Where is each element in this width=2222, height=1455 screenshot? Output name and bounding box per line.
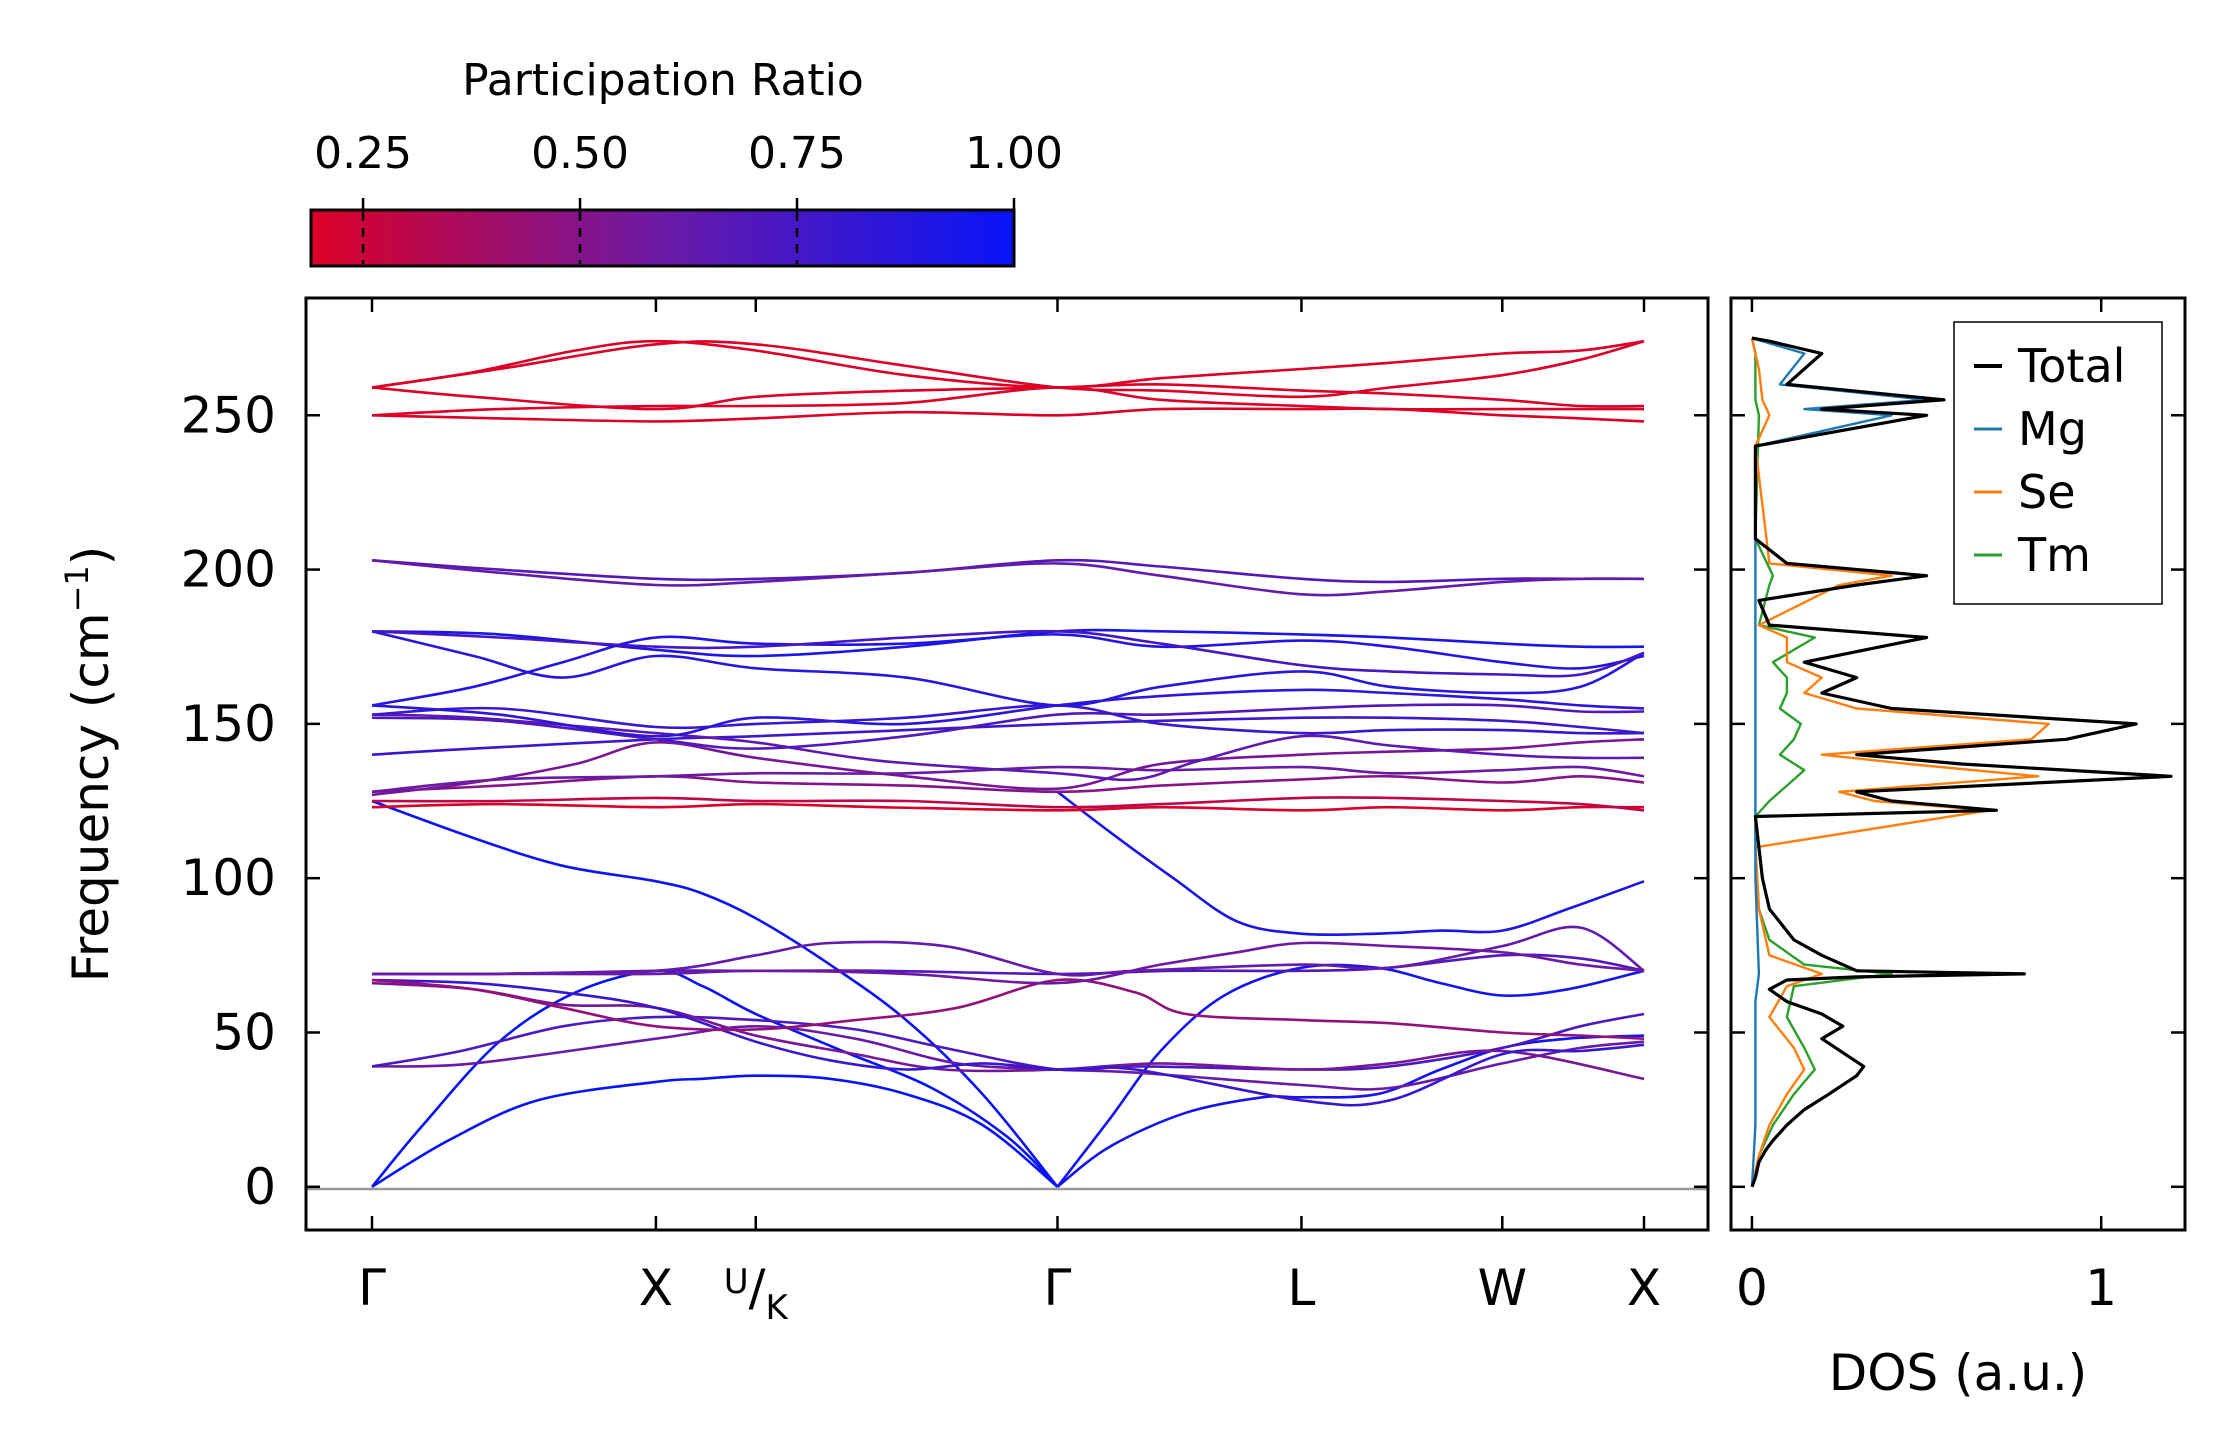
- band-band-248: [371, 407, 1645, 423]
- band-band-165: [371, 633, 1645, 707]
- colorbar-tick-labels: 0.25 0.50 0.75 1.00: [314, 128, 1063, 179]
- band-band-145: [371, 713, 1645, 782]
- legend-label-tm: Tm: [2017, 528, 2091, 582]
- colorbar-title: Participation Ratio: [462, 55, 864, 106]
- x-tick-label-u: U: [724, 1262, 749, 1302]
- band-structure-panel: 0 50 100 150 200 250 Γ X U/K Γ L W X Frequency (cm−…: [58, 296, 1710, 1328]
- band-plot-frame: [304, 296, 1710, 1232]
- band-band-125: [371, 796, 1645, 812]
- dos-x-tick-label: 1: [2085, 1259, 2117, 1317]
- x-tick-label: Γ: [1044, 1259, 1072, 1317]
- band-acoustic-L-1: [1056, 1034, 1645, 1188]
- band-opt-d: [371, 978, 1645, 1107]
- y-tick-label: 50: [212, 1003, 276, 1061]
- band-opt-g: [371, 925, 1645, 977]
- y-axis-label-main: Frequency (cm: [62, 612, 120, 982]
- band-acoustic-1: [371, 1074, 1059, 1188]
- phonon-bands: [370, 339, 1645, 1188]
- band-band-265: [371, 339, 1645, 389]
- colorbar-tick-label: 0.50: [531, 128, 629, 179]
- band-band-257: [371, 383, 1645, 411]
- x-tick-label: W: [1478, 1259, 1527, 1317]
- legend-box: [1953, 321, 2163, 605]
- colorbar-gradient: [309, 208, 1016, 268]
- colorbar-tick-label: 0.25: [314, 128, 412, 179]
- band-band-122: [371, 802, 1645, 812]
- x-tick-label: Γ: [358, 1259, 386, 1317]
- colorbar-tick-label: 1.00: [965, 128, 1063, 179]
- band-band-177: [371, 628, 1645, 658]
- band-band-131: [371, 765, 1645, 794]
- colorbar-tick-label: 0.75: [748, 128, 846, 179]
- band-band-197: [371, 558, 1644, 584]
- y-tick-label: 100: [181, 849, 276, 907]
- dos-line-total: [1750, 336, 2173, 1188]
- y-tick-label: 200: [181, 541, 276, 599]
- dos-y-ticks: [1731, 414, 2185, 1189]
- y-axis-label-superscript: −1: [58, 565, 96, 612]
- band-opt-a: [371, 1025, 1645, 1091]
- x-tick-label: L: [1288, 1259, 1316, 1317]
- dos-line-se: [1750, 337, 2050, 1188]
- band-band-148: [371, 703, 1645, 750]
- dos-x-axis-label: DOS (a.u.): [1829, 1344, 2088, 1402]
- legend-label-mg: Mg: [2018, 402, 2087, 456]
- colorbar: Participation Ratio 0.25 0.50 0.75 1.00: [309, 55, 1063, 268]
- colorbar-ticks: [361, 198, 1016, 264]
- dos-legend: Total Mg Se Tm: [1953, 321, 2163, 605]
- y-axis-ticks: 0 50 100 150 200 250: [181, 386, 1708, 1216]
- band-band-172: [371, 630, 1645, 707]
- band-band-200: [371, 559, 1645, 597]
- band-opt-b: [371, 1012, 1645, 1072]
- dos-x-tick-label: 0: [1736, 1259, 1768, 1317]
- dos-curves: [1750, 336, 2173, 1188]
- y-tick-label: 250: [181, 386, 276, 444]
- band-acoustic-3: [371, 799, 1059, 1188]
- band-acoustic-2: [370, 969, 1059, 1188]
- y-axis-label-suffix: ): [62, 546, 120, 566]
- band-acoustic-L-3: [1056, 790, 1645, 937]
- band-band-180: [371, 629, 1645, 678]
- x-tick-label: X: [1627, 1259, 1661, 1317]
- band-band-140: [371, 716, 1645, 756]
- legend-label-total: Total: [2017, 339, 2125, 393]
- x-axis-ticks: Γ X U/K Γ L W X: [358, 298, 1661, 1328]
- x-tick-label-slash: /: [749, 1259, 766, 1317]
- band-band-137: [371, 738, 1645, 797]
- legend-label-se: Se: [2018, 465, 2076, 519]
- dos-line-tm: [1750, 337, 1893, 1188]
- band-opt-c: [371, 981, 1645, 1081]
- band-acoustic-L-2: [1056, 963, 1645, 1188]
- y-tick-label: 150: [181, 695, 276, 753]
- band-band-270: [371, 339, 1645, 399]
- band-opt-e: [371, 978, 1645, 1040]
- y-axis-label: Frequency (cm−1): [58, 546, 120, 983]
- dos-plot-frame: [1729, 296, 2187, 1232]
- band-opt-h: [372, 941, 1645, 985]
- x-tick-label: X: [639, 1259, 673, 1317]
- x-tick-label-k: K: [765, 1288, 789, 1328]
- x-tick-label-u-k: U/K: [724, 1259, 790, 1328]
- y-tick-label: 0: [244, 1158, 276, 1216]
